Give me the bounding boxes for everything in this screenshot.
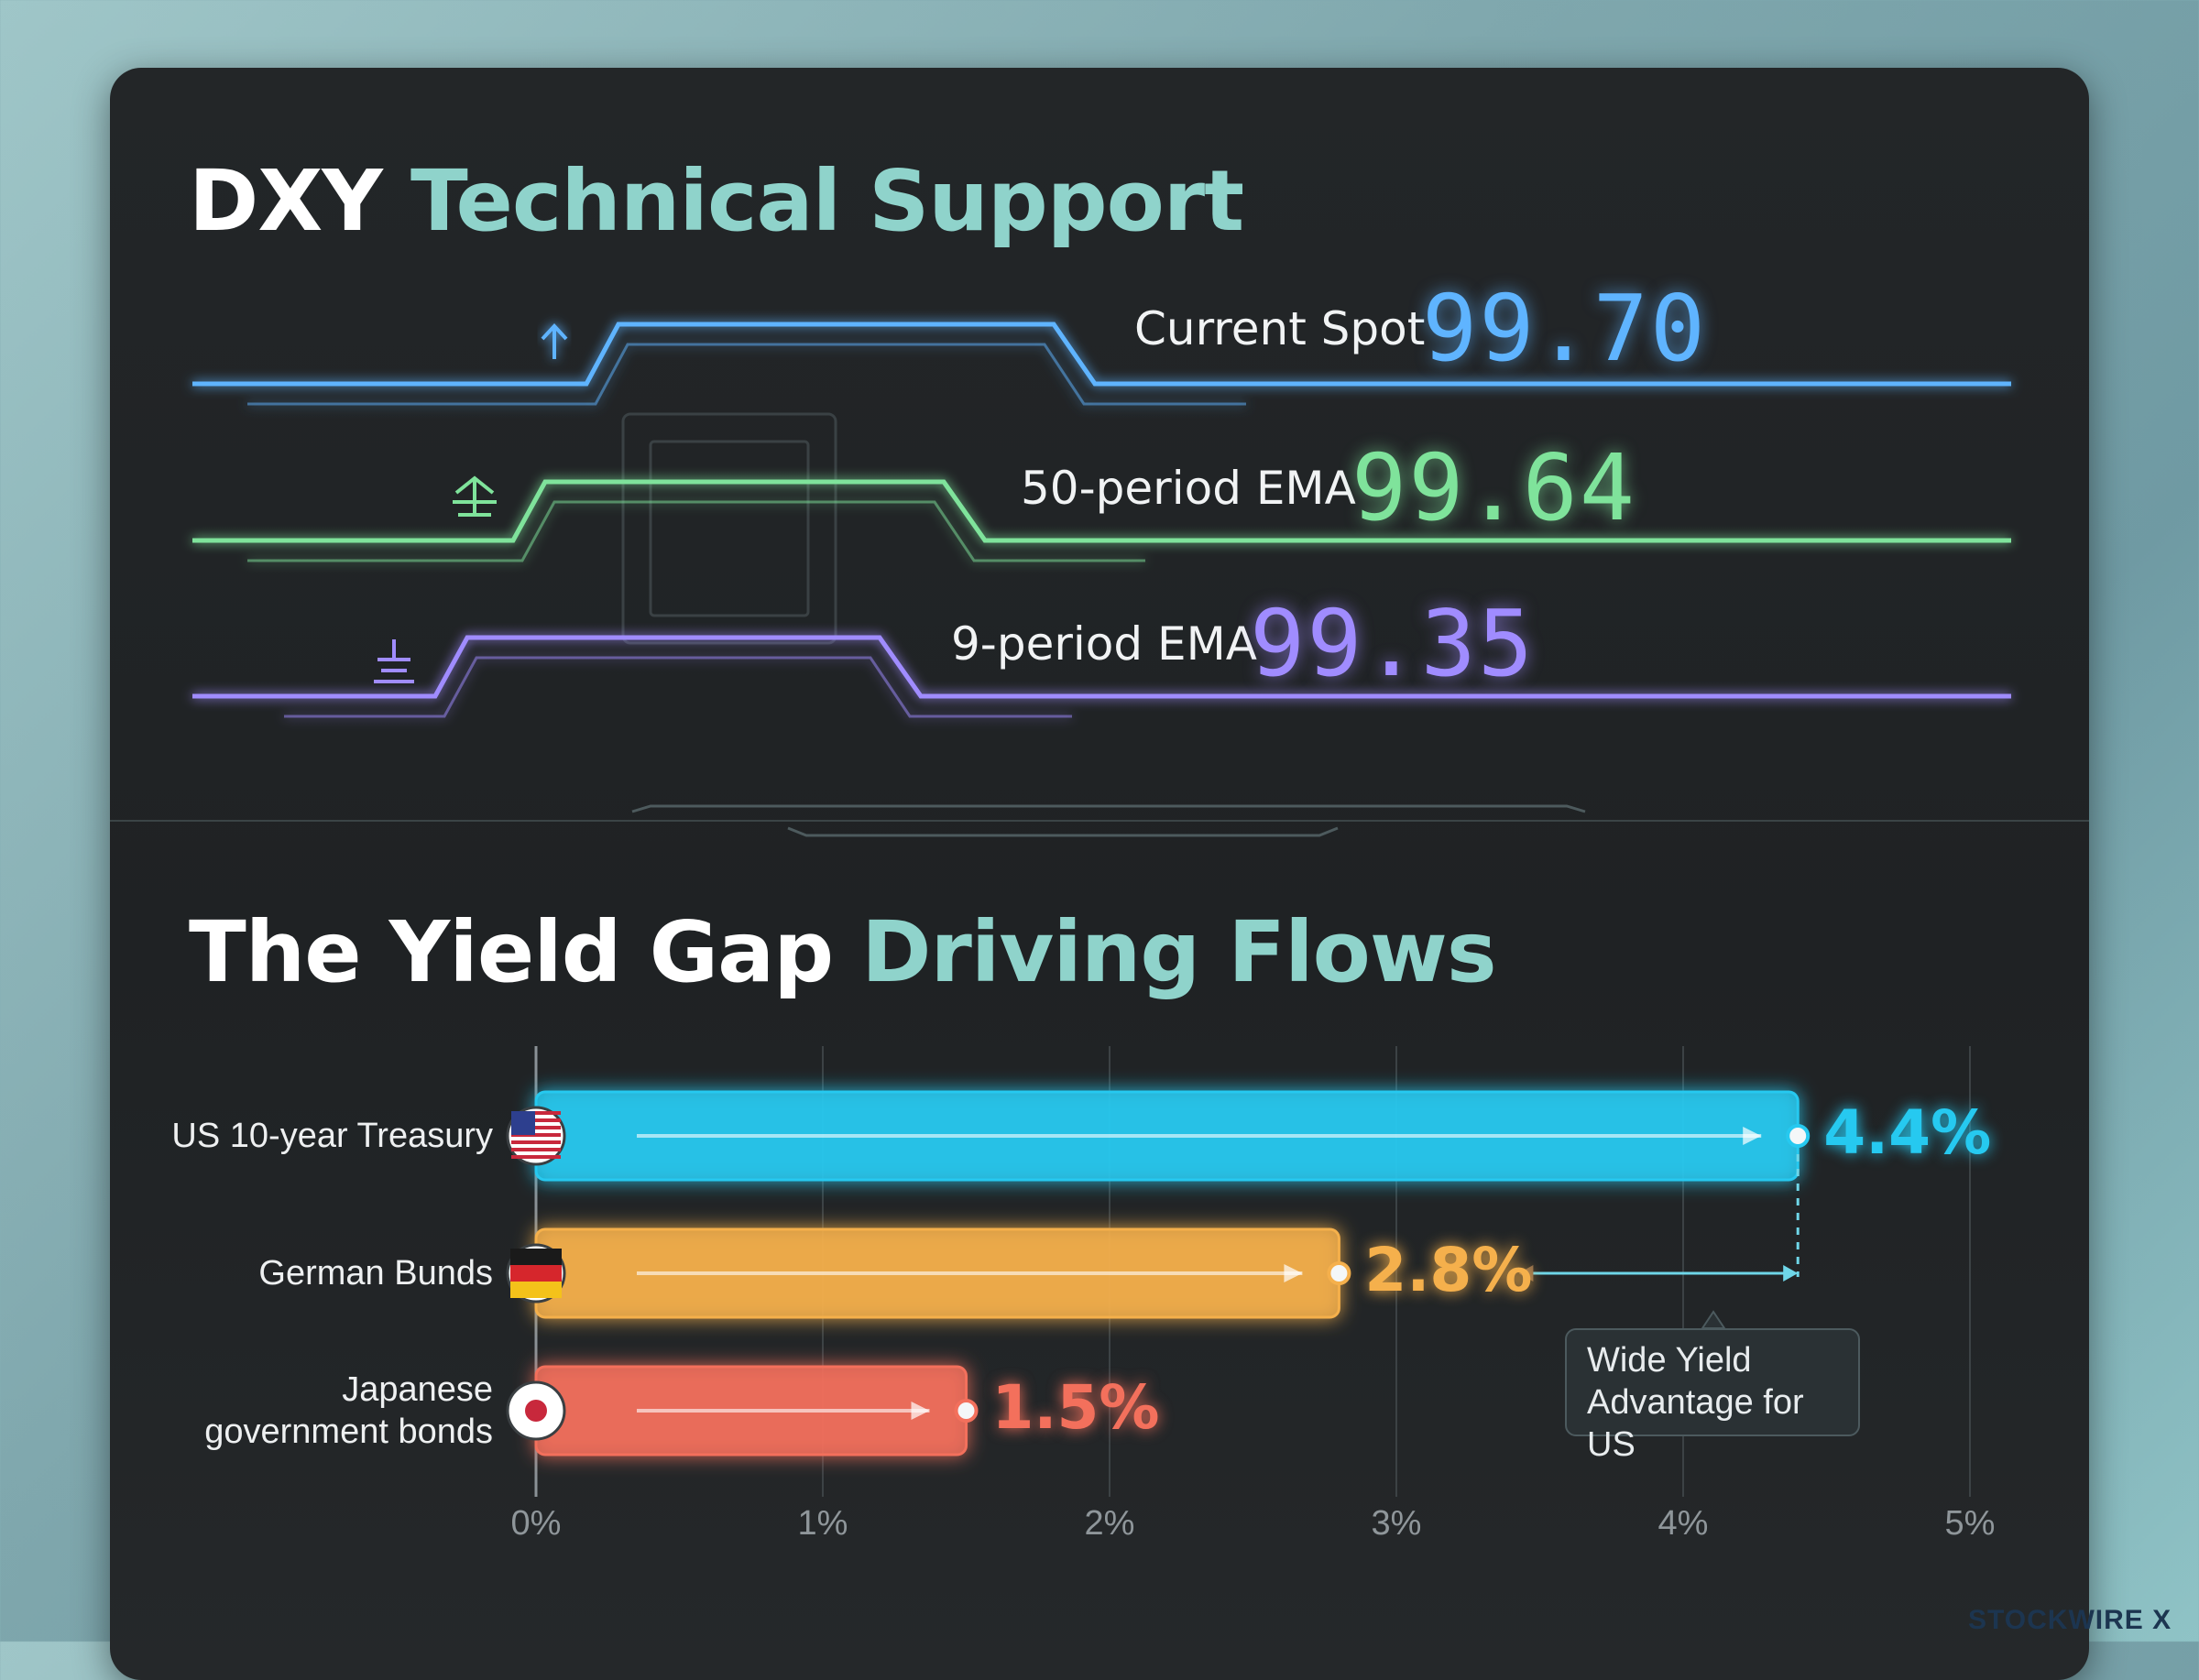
ema9-trace	[192, 635, 2011, 718]
bar-end-dot	[1786, 1124, 1811, 1148]
yield-gap-arrow	[1518, 1154, 1800, 1329]
ema50-value: 99.64	[1351, 434, 1637, 541]
section-divider	[110, 804, 2089, 837]
x-tick-label: 3%	[1371, 1504, 1422, 1543]
brand-logo-text: STOCKWIRE X	[1968, 1605, 2172, 1635]
bar-arrowhead	[1743, 1127, 1762, 1145]
support-level-icon	[453, 475, 497, 517]
support-base-icon	[374, 639, 414, 683]
dxy-section-title: DXY Technical Support	[189, 152, 1244, 250]
current-spot-label: Current Spot	[1134, 302, 1426, 355]
germany-flag-icon	[506, 1243, 566, 1304]
bar-end-dot	[1327, 1261, 1351, 1285]
title-accent-part: Driving Flows	[861, 903, 1496, 1001]
callout-line-2: Advantage for US	[1587, 1383, 1804, 1464]
x-tick-label: 2%	[1084, 1504, 1135, 1543]
x-tick-label: 1%	[797, 1504, 848, 1543]
ema50-label: 50-period EMA	[1021, 462, 1356, 515]
circuit-chip-decoration	[621, 412, 837, 645]
infographic-card: DXY Technical Support	[110, 68, 2089, 1680]
category-label: German Bunds	[258, 1254, 493, 1293]
yield-advantage-callout: Wide Yield Advantage for US	[1565, 1328, 1860, 1464]
x-tick-label: 0%	[510, 1504, 562, 1543]
bar-arrowhead	[911, 1402, 930, 1420]
yield-section-title: The Yield Gap Driving Flows	[189, 903, 1497, 1001]
us-flag-icon	[506, 1106, 566, 1166]
current-spot-trace	[192, 322, 2011, 406]
ema9-label: 9-period EMA	[951, 617, 1257, 671]
x-tick-label: 5%	[1944, 1504, 1996, 1543]
category-label: US 10-year Treasury	[171, 1117, 493, 1155]
bar-end-dot	[954, 1399, 979, 1423]
x-tick-label: 4%	[1657, 1504, 1709, 1543]
yield-bar-chart	[506, 1046, 1971, 1497]
bar-arrowhead	[1284, 1264, 1303, 1282]
title-accent-part: Technical Support	[410, 152, 1244, 250]
ema9-value: 99.35	[1250, 590, 1536, 697]
bar-value-label: 4.4%	[1823, 1097, 1992, 1168]
title-white-part: DXY	[189, 152, 383, 250]
japan-flag-icon	[506, 1380, 566, 1441]
bar-value-label: 2.8%	[1364, 1235, 1533, 1305]
title-white-part: The Yield Gap	[189, 903, 834, 1001]
category-label: Japanese government bonds	[204, 1370, 493, 1451]
current-spot-value: 99.70	[1422, 275, 1708, 382]
ema50-trace	[192, 479, 2011, 562]
up-arrow-icon	[541, 323, 568, 359]
bar-value-label: 1.5%	[991, 1372, 1160, 1443]
dxy-levels-diagram	[110, 322, 2089, 837]
callout-line-1: Wide Yield	[1587, 1341, 1752, 1380]
